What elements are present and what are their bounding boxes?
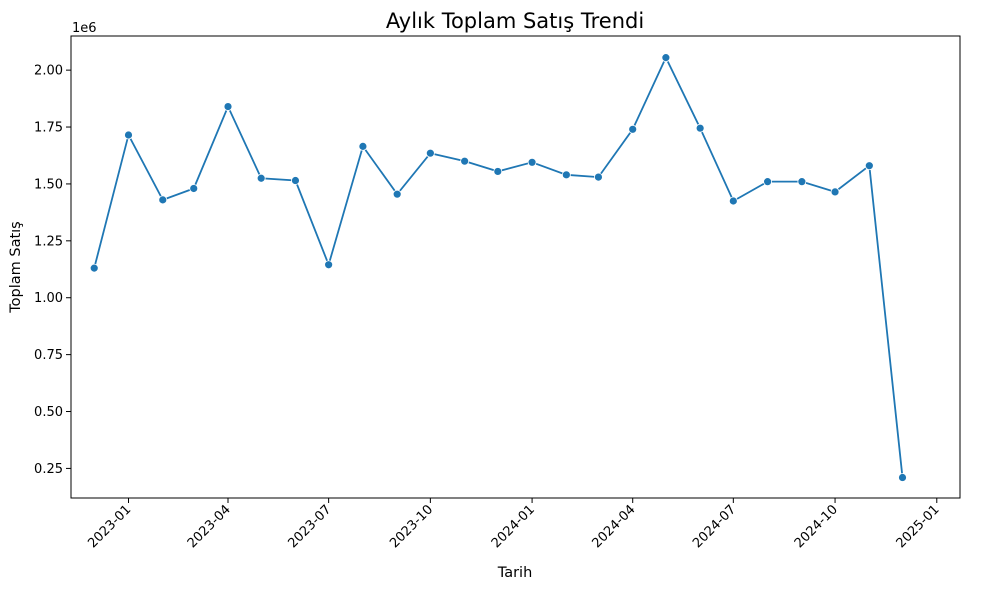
data-point [358, 141, 368, 151]
data-point [189, 184, 199, 193]
data-point [89, 263, 99, 273]
y-tick-label: 1.00 [34, 291, 63, 306]
data-point [661, 53, 671, 63]
y-tick-label: 0.50 [34, 405, 63, 420]
data-point [223, 102, 233, 111]
x-tick-label: 2023-01 [85, 502, 134, 551]
y-axis: 0.25 0.50 0.75 1.00 1.25 1.50 1.75 2.00 [34, 64, 71, 477]
series-line [93, 55, 904, 478]
data-point [728, 196, 738, 206]
y-tick-label: 1.75 [34, 121, 63, 136]
y-offset-label: 1e6 [72, 21, 97, 36]
y-tick-label: 0.25 [34, 462, 63, 477]
data-point [392, 189, 402, 199]
data-point [864, 161, 874, 171]
y-tick-label: 2.00 [34, 64, 63, 79]
data-point [628, 124, 638, 134]
y-tick-label: 1.25 [34, 234, 63, 249]
data-point [527, 157, 537, 167]
data-point [898, 473, 907, 482]
data-point [830, 187, 840, 197]
x-axis: 2023-01 2023-04 2023-07 2023-10 2024-01 2024-… [85, 498, 943, 551]
data-points [89, 53, 907, 482]
y-tick-label: 1.50 [34, 177, 63, 192]
x-tick-label: 2024-10 [792, 502, 841, 551]
data-point [324, 260, 334, 270]
y-tick-label: 0.75 [34, 348, 63, 363]
data-point [291, 176, 300, 185]
plot-area [70, 35, 961, 499]
x-tick-label: 2023-07 [285, 502, 334, 551]
data-point [695, 123, 705, 133]
x-tick-label: 2024-07 [690, 502, 739, 551]
x-tick-label: 2024-01 [489, 502, 538, 551]
data-point [256, 173, 266, 183]
x-axis-title: Tarih [497, 565, 533, 581]
data-point [158, 195, 168, 205]
chart-title: Aylık Toplam Satış Trendi [386, 9, 644, 33]
data-point [594, 172, 603, 182]
x-tick-label: 2025-01 [894, 502, 943, 551]
data-point [797, 177, 807, 187]
data-point [763, 177, 773, 187]
data-point [124, 130, 133, 140]
x-tick-label: 2023-04 [185, 502, 234, 551]
data-point [493, 167, 503, 176]
data-point [561, 170, 571, 180]
y-axis-title: Toplam Satış [8, 221, 24, 313]
data-point [425, 148, 435, 158]
x-tick-label: 2023-10 [387, 502, 436, 551]
x-tick-label: 2024-04 [590, 502, 639, 551]
data-point [460, 156, 470, 166]
